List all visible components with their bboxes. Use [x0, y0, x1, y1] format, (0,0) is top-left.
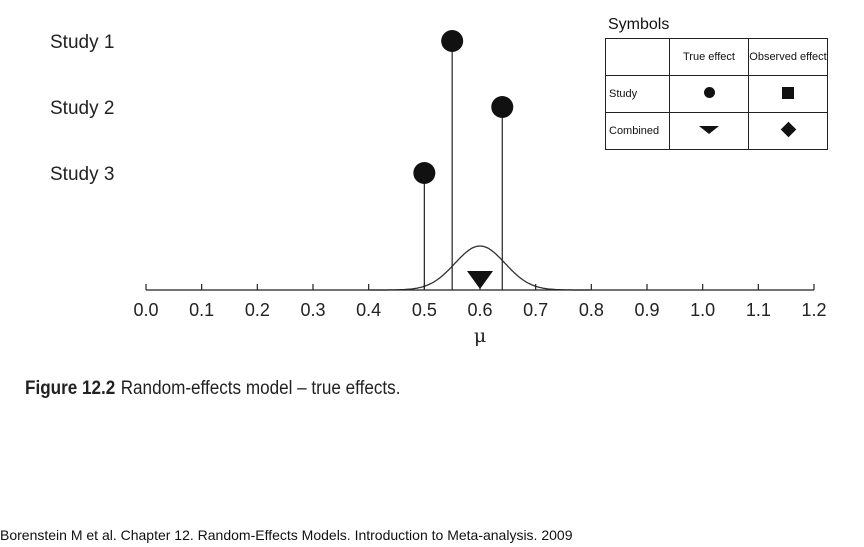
legend-study-true-cell: [669, 75, 749, 113]
symbols-legend-title: Symbols: [608, 16, 670, 33]
x-axis-title: μ: [474, 325, 486, 347]
study-label: Study 3: [50, 164, 114, 185]
x-tick-label: 0.0: [133, 300, 158, 320]
study-true-effect-point: [413, 162, 436, 184]
study-true-effect-point: [491, 96, 514, 118]
legend-combined-true-cell: [669, 112, 749, 150]
x-axis: 0.0 0.1 0.2 0.3 0.4 0.5 0.6 0.7 0.8 0.9 1.0 1.1 1.2: [133, 284, 827, 320]
x-tick-label: 1.2: [801, 300, 826, 320]
symbols-legend: Symbols True effect Observed effect Stud…: [605, 16, 828, 150]
square-icon: [782, 86, 794, 99]
x-tick-label: 0.1: [189, 300, 214, 320]
symbols-legend-table: True effect Observed effect Study Combin…: [605, 38, 828, 150]
figure-number: Figure 12.2: [25, 378, 116, 399]
source-citation: Borenstein M et al. Chapter 12. Random-E…: [0, 527, 573, 543]
legend-combined-observed-cell: [748, 112, 828, 150]
legend-col-true: True effect: [669, 38, 749, 76]
combined-layer: [467, 271, 493, 289]
x-tick-label: 0.9: [634, 300, 659, 320]
study-label: Study 1: [50, 32, 114, 53]
x-tick-label: 0.2: [245, 300, 270, 320]
figure-caption-text: Random-effects model – true effects.: [120, 378, 401, 399]
study-label: Study 2: [50, 98, 114, 119]
triangle-down-icon: [699, 126, 719, 134]
x-tick-label: 0.3: [300, 300, 325, 320]
x-tick-label: 0.6: [467, 300, 492, 320]
x-tick-label: 0.5: [412, 300, 437, 320]
legend-row-combined: Combined: [605, 112, 670, 150]
legend-corner-cell: [605, 38, 670, 76]
diamond-icon: [780, 121, 796, 138]
combined-true-effect-marker: [467, 271, 493, 289]
legend-study-observed-cell: [748, 75, 828, 113]
x-tick-label: 0.7: [523, 300, 548, 320]
study-layer: Study 1 Study 2 Study 3: [50, 30, 514, 290]
x-tick-label: 1.1: [746, 300, 771, 320]
x-tick-label: 0.8: [579, 300, 604, 320]
x-tick-label: 0.4: [356, 300, 381, 320]
legend-col-observed: Observed effect: [748, 38, 828, 76]
legend-row-study: Study: [605, 75, 670, 113]
circle-icon: [703, 87, 715, 98]
study-true-effect-point: [441, 30, 464, 52]
figure-caption: Figure 12.2 Random-effects model – true e…: [25, 378, 400, 400]
x-tick-label: 1.0: [690, 300, 715, 320]
chart: 0.0 0.1 0.2 0.3 0.4 0.5 0.6 0.7 0.8 0.9 1.0 1.1 1.2 …: [50, 30, 827, 347]
